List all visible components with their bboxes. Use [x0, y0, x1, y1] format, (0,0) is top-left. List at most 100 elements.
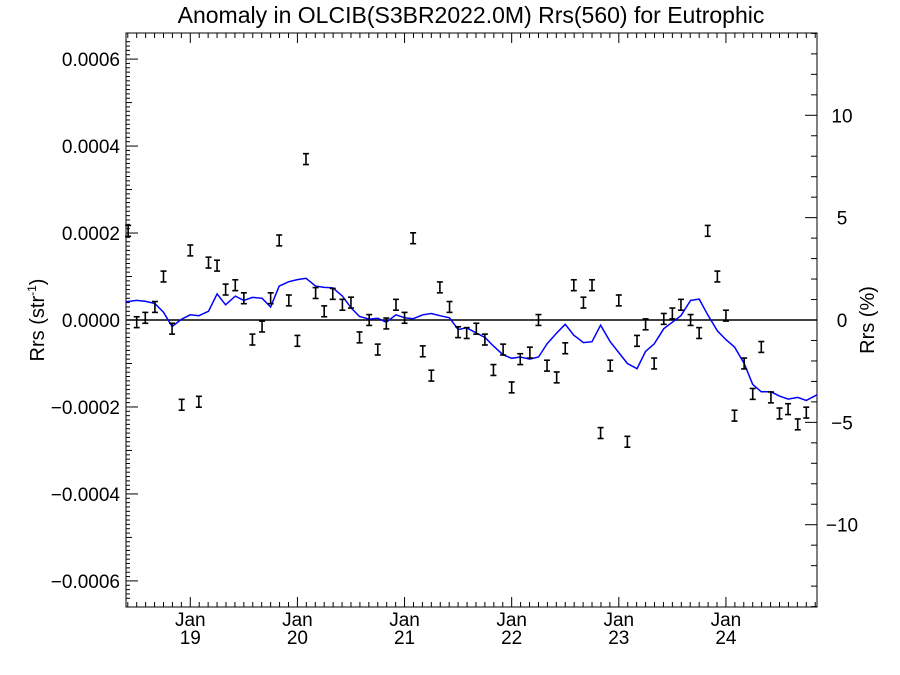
anomaly-error-bar: [347, 296, 354, 309]
left-y-tick-labels: 0.0006 0.0004 0.0002 0.0000 −0.0002 −0.0004 −0…: [51, 50, 121, 593]
anomaly-error-bar: [696, 326, 703, 340]
chart-title: Anomaly in OLCIB(S3BR2022.0M) Rrs(560) f…: [178, 2, 765, 28]
left-y-tick-label: 0.0004: [62, 137, 121, 158]
anomaly-error-bar: [481, 333, 488, 346]
anomaly-error-bar: [259, 320, 266, 333]
anomaly-error-bar: [714, 270, 721, 283]
anomaly-error-bar: [392, 298, 399, 312]
anomaly-error-bar: [214, 259, 221, 272]
anomaly-error-bar: [249, 333, 256, 346]
x-tick-year-label: 23: [608, 628, 629, 649]
left-y-tick-label: 0.0000: [62, 311, 120, 332]
anomaly-error-bar: [125, 224, 132, 238]
x-tick-month-label: Jan: [282, 610, 313, 631]
x-tick-month-label: Jan: [175, 610, 206, 631]
anomaly-error-bar: [749, 387, 756, 401]
anomaly-error-bar: [463, 326, 470, 340]
x-tick-month-label: Jan: [389, 610, 420, 631]
anomaly-error-bar: [704, 224, 711, 238]
anomaly-error-bar: [329, 287, 336, 301]
anomaly-error-bar: [553, 371, 560, 384]
anomaly-error-bar: [544, 359, 551, 372]
y2-axis-label: Rrs (%): [857, 286, 879, 354]
right-y-tick-label: 0: [837, 311, 848, 332]
anomaly-error-bar: [490, 363, 497, 377]
running-mean-line: [125, 277, 818, 402]
anomaly-error-bar: [187, 244, 194, 257]
anomaly-error-bar: [151, 300, 158, 314]
anomaly-error-bar: [570, 278, 577, 292]
anomaly-error-bar: [580, 296, 587, 309]
anomaly-error-bar: [500, 343, 507, 356]
x-tick-year-label: 20: [287, 628, 308, 649]
anomaly-error-bar: [419, 345, 426, 358]
anomaly-error-bar: [785, 402, 792, 416]
anomaly-error-bar: [535, 313, 542, 327]
anomaly-error-bar: [473, 322, 480, 335]
anomaly-error-bar: [455, 325, 462, 339]
right-y-tick-label: −5: [831, 413, 853, 434]
anomaly-error-bar: [410, 232, 417, 245]
anomaly-error-bar: [294, 334, 301, 348]
anomaly-error-bar: [169, 322, 176, 335]
anomaly-error-bar: [597, 426, 604, 440]
anomaly-error-bar: [615, 294, 622, 307]
anomaly-error-bar: [312, 286, 319, 300]
anomaly-error-bar: [669, 307, 676, 320]
anomaly-error-bar: [589, 278, 596, 292]
anomaly-error-bar: [321, 305, 328, 318]
anomaly-error-bar: [302, 152, 309, 166]
anomaly-error-bar: [776, 407, 783, 420]
anomaly-error-bar: [508, 381, 515, 394]
anomaly-error-bar: [446, 300, 453, 314]
x-tick-month-label: Jan: [603, 610, 634, 631]
anomaly-error-bar: [634, 334, 641, 348]
x-tick-month-label: Jan: [496, 610, 527, 631]
x-tick-year-label: 21: [394, 628, 415, 649]
anomaly-error-bar: [677, 298, 684, 312]
x-tick-year-label: 24: [715, 628, 737, 649]
left-y-tick-label: −0.0006: [51, 572, 120, 593]
anomaly-error-bar: [741, 357, 748, 370]
anomaly-error-bar: [758, 340, 765, 354]
anomaly-error-bar: [767, 391, 774, 404]
anomaly-error-bar: [267, 292, 274, 305]
y-axis-label-superscript: -1: [25, 285, 39, 296]
monthly-anomaly-markers: [125, 152, 810, 448]
left-y-tick-label: 0.0002: [62, 224, 120, 245]
anomaly-error-bar: [687, 313, 694, 327]
anomaly-error-bar: [651, 357, 658, 370]
right-y-tick-label: 5: [837, 209, 848, 230]
anomaly-error-bar: [731, 409, 738, 422]
anomaly-error-bar: [276, 234, 283, 247]
anomaly-error-bar: [222, 283, 229, 296]
anomaly-error-bar: [366, 313, 373, 327]
left-y-tick-label: −0.0004: [51, 485, 121, 506]
anomaly-error-bar: [526, 346, 533, 359]
anomaly-error-bar: [436, 281, 443, 294]
axes-ticks: [126, 32, 817, 608]
anomaly-error-bar: [642, 318, 649, 331]
x-tick-year-label: 19: [180, 628, 201, 649]
anomaly-error-bar: [517, 352, 524, 366]
anomaly-error-bar: [562, 342, 569, 355]
anomaly-error-bar: [285, 294, 292, 307]
y-axis-label: Rrs (str-1): [25, 279, 49, 362]
anomaly-error-bar: [401, 311, 408, 325]
right-y-tick-labels: 10 5 0 −5 −10: [826, 106, 858, 536]
right-y-tick-label: 10: [831, 106, 852, 127]
anomaly-error-bar: [339, 298, 346, 312]
anomaly-error-bar: [660, 312, 667, 326]
anomaly-error-bar: [205, 256, 212, 269]
anomaly-error-bar: [428, 369, 435, 382]
anomaly-error-bar: [142, 311, 149, 325]
anomaly-error-bar: [232, 278, 239, 292]
x-tick-year-label: 22: [501, 628, 522, 649]
left-y-tick-label: −0.0002: [51, 398, 120, 419]
anomaly-error-bar: [356, 331, 363, 344]
anomaly-error-bar: [178, 398, 185, 412]
anomaly-error-bar: [607, 359, 614, 372]
anomaly-error-bar: [383, 317, 390, 330]
